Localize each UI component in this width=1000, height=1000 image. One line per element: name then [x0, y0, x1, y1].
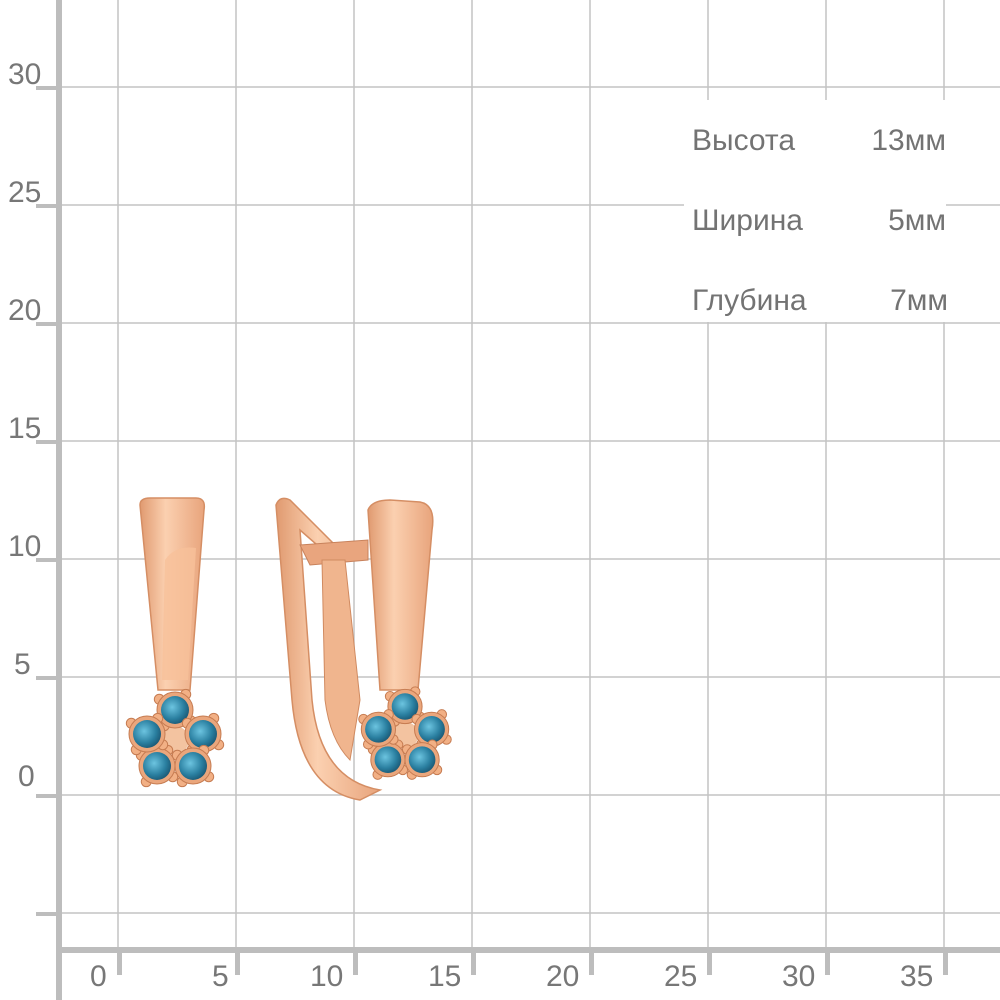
- x-tick-label: 10: [310, 960, 344, 993]
- blue-stone: [161, 696, 189, 724]
- x-tick: [825, 953, 830, 975]
- blue-stone: [133, 720, 161, 748]
- spec-depth: Глубина 7мм: [692, 284, 948, 318]
- spec-width: Ширина 5мм: [692, 204, 946, 238]
- x-tick-label: 25: [664, 960, 698, 993]
- x-tick: [589, 953, 594, 975]
- y-tick: [36, 794, 56, 798]
- earring-front: [125, 497, 225, 788]
- y-tick-label: 10: [8, 530, 42, 563]
- x-tick-label: 35: [900, 960, 934, 993]
- spec-value: 7мм: [890, 284, 948, 317]
- blue-stone: [365, 716, 392, 743]
- x-axis: [56, 947, 1000, 953]
- spec-label: Глубина: [692, 284, 807, 317]
- x-tick: [707, 953, 712, 975]
- x-tick: [943, 953, 948, 975]
- x-tick: [117, 953, 122, 975]
- x-tick-label: 15: [428, 960, 462, 993]
- earring-side: [275, 497, 452, 801]
- y-tick: [36, 440, 56, 444]
- spec-value: 5мм: [888, 204, 946, 237]
- blue-stone: [179, 752, 207, 780]
- y-tick-label: 5: [14, 648, 31, 681]
- y-tick-label: 20: [8, 294, 42, 327]
- x-tick-label: 5: [212, 960, 229, 993]
- x-tick-label: 20: [546, 960, 580, 993]
- x-tick: [235, 953, 240, 975]
- blue-stone: [374, 746, 402, 773]
- blue-stone: [418, 716, 445, 743]
- y-tick-label: 30: [8, 58, 42, 91]
- blue-stone: [189, 720, 217, 748]
- y-tick-label: 25: [8, 176, 42, 209]
- spec-label: Высота: [692, 124, 796, 157]
- y-tick-label: 15: [8, 412, 42, 445]
- y-axis: [56, 0, 62, 1000]
- blue-stone: [408, 746, 436, 773]
- y-tick: [36, 912, 56, 916]
- blue-stone: [143, 752, 171, 780]
- x-tick: [353, 953, 358, 975]
- dimensions-panel: Высота 13мм Ширина 5мм Глубина 7мм: [684, 100, 948, 322]
- y-tick: [36, 86, 56, 90]
- blue-stone: [391, 693, 419, 720]
- spec-label: Ширина: [692, 204, 803, 237]
- x-tick-label: 30: [782, 960, 816, 993]
- x-tick: [471, 953, 476, 975]
- y-tick: [36, 558, 56, 562]
- y-tick: [36, 322, 56, 326]
- x-tick-label: 0: [90, 960, 107, 993]
- spec-value: 13мм: [871, 124, 946, 157]
- y-tick: [36, 676, 56, 680]
- y-tick-label: 0: [18, 760, 35, 793]
- spec-height: Высота 13мм: [692, 124, 946, 158]
- y-tick: [36, 204, 56, 208]
